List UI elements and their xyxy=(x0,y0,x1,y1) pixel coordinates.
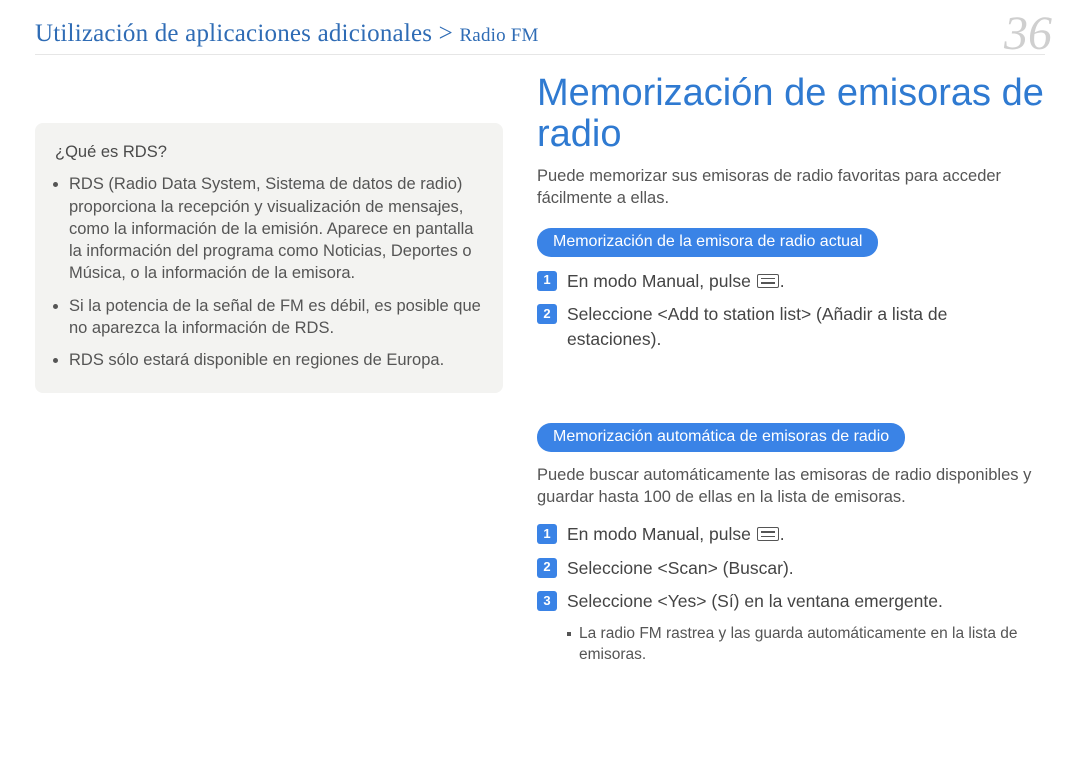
page-number: 36 xyxy=(1004,6,1052,61)
step-text: En modo Manual, pulse . xyxy=(567,522,785,547)
infobox-list: RDS (Radio Data System, Sistema de datos… xyxy=(55,173,483,371)
intro-text: Puede memorizar sus emisoras de radio fa… xyxy=(537,165,1045,210)
section-pill-auto: Memorización automática de emisoras de r… xyxy=(537,423,905,452)
menu-icon xyxy=(757,527,779,541)
note-row: La radio FM rastrea y las guarda automát… xyxy=(537,624,1045,666)
step-number-icon: 2 xyxy=(537,558,557,578)
breadcrumb-sub: Radio FM xyxy=(459,25,538,46)
step-number-icon: 1 xyxy=(537,524,557,544)
step-row: 2 Seleccione <Scan> (Buscar). xyxy=(537,556,1045,581)
step-row: 1 En modo Manual, pulse . xyxy=(537,269,1045,294)
main-title: Memorización de emisoras de radio xyxy=(537,73,1045,155)
infobox-rds: ¿Qué es RDS? RDS (Radio Data System, Sis… xyxy=(35,123,503,393)
right-column: Memorización de emisoras de radio Puede … xyxy=(537,73,1045,666)
step-text: Seleccione <Scan> (Buscar). xyxy=(567,556,794,581)
note-text: La radio FM rastrea y las guarda automát… xyxy=(579,624,1045,666)
step-text: Seleccione <Yes> (Sí) en la ventana emer… xyxy=(567,589,943,614)
step-text-pre: En modo Manual, pulse xyxy=(567,271,756,291)
menu-icon xyxy=(757,274,779,288)
breadcrumb-sep: > xyxy=(439,20,453,47)
breadcrumb: Utilización de aplicaciones adicionales … xyxy=(35,20,1045,48)
content-columns: ¿Qué es RDS? RDS (Radio Data System, Sis… xyxy=(35,73,1045,666)
divider xyxy=(35,54,1045,55)
section-pill-current: Memorización de la emisora de radio actu… xyxy=(537,228,878,257)
bullet-icon xyxy=(567,632,571,636)
infobox-title: ¿Qué es RDS? xyxy=(55,141,483,163)
infobox-item: RDS sólo estará disponible en regiones d… xyxy=(69,349,483,371)
step-number-icon: 3 xyxy=(537,591,557,611)
step-row: 2 Seleccione <Add to station list> (Añad… xyxy=(537,302,1045,353)
section2-intro: Puede buscar automáticamente las emisora… xyxy=(537,464,1045,509)
steps-section2: 1 En modo Manual, pulse . 2 Seleccione <… xyxy=(537,522,1045,614)
step-text-post: . xyxy=(780,524,785,544)
step-text: En modo Manual, pulse . xyxy=(567,269,785,294)
step-number-icon: 2 xyxy=(537,304,557,324)
manual-page: 36 Utilización de aplicaciones adicional… xyxy=(0,0,1080,762)
step-text-pre: En modo Manual, pulse xyxy=(567,524,756,544)
step-number-icon: 1 xyxy=(537,271,557,291)
infobox-item: RDS (Radio Data System, Sistema de datos… xyxy=(69,173,483,284)
left-column: ¿Qué es RDS? RDS (Radio Data System, Sis… xyxy=(35,73,503,666)
step-text-post: . xyxy=(780,271,785,291)
breadcrumb-main: Utilización de aplicaciones adicionales xyxy=(35,20,432,47)
step-row: 1 En modo Manual, pulse . xyxy=(537,522,1045,547)
steps-section1: 1 En modo Manual, pulse . 2 Seleccione <… xyxy=(537,269,1045,353)
step-row: 3 Seleccione <Yes> (Sí) en la ventana em… xyxy=(537,589,1045,614)
step-text: Seleccione <Add to station list> (Añadir… xyxy=(567,302,1045,353)
infobox-item: Si la potencia de la señal de FM es débi… xyxy=(69,295,483,340)
